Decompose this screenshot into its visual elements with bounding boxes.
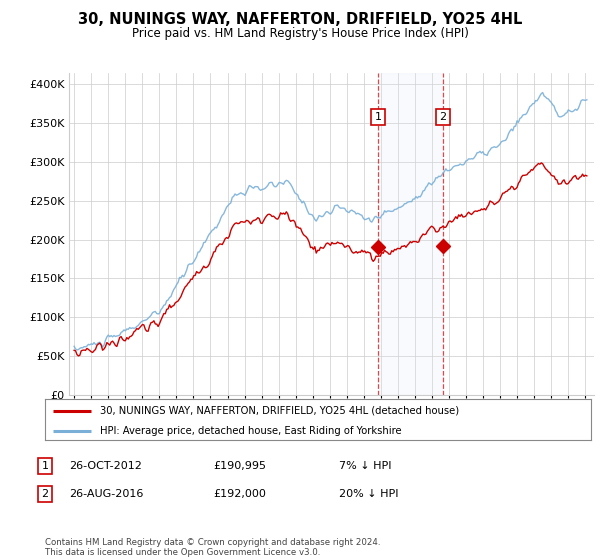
Text: £190,995: £190,995 [213, 461, 266, 471]
Text: 2: 2 [41, 489, 49, 499]
Text: 26-OCT-2012: 26-OCT-2012 [69, 461, 142, 471]
Text: 7% ↓ HPI: 7% ↓ HPI [339, 461, 391, 471]
Text: Price paid vs. HM Land Registry's House Price Index (HPI): Price paid vs. HM Land Registry's House … [131, 27, 469, 40]
Text: 30, NUNINGS WAY, NAFFERTON, DRIFFIELD, YO25 4HL: 30, NUNINGS WAY, NAFFERTON, DRIFFIELD, Y… [78, 12, 522, 27]
Bar [378, 73, 443, 395]
Text: 2: 2 [440, 112, 447, 122]
Text: 30, NUNINGS WAY, NAFFERTON, DRIFFIELD, YO25 4HL (detached house): 30, NUNINGS WAY, NAFFERTON, DRIFFIELD, Y… [100, 405, 459, 416]
Text: 1: 1 [41, 461, 49, 471]
Text: 1: 1 [374, 112, 382, 122]
Text: £192,000: £192,000 [213, 489, 266, 499]
Text: 20% ↓ HPI: 20% ↓ HPI [339, 489, 398, 499]
Text: Contains HM Land Registry data © Crown copyright and database right 2024.
This d: Contains HM Land Registry data © Crown c… [45, 538, 380, 557]
Text: 26-AUG-2016: 26-AUG-2016 [69, 489, 143, 499]
Text: HPI: Average price, detached house, East Riding of Yorkshire: HPI: Average price, detached house, East… [100, 426, 401, 436]
